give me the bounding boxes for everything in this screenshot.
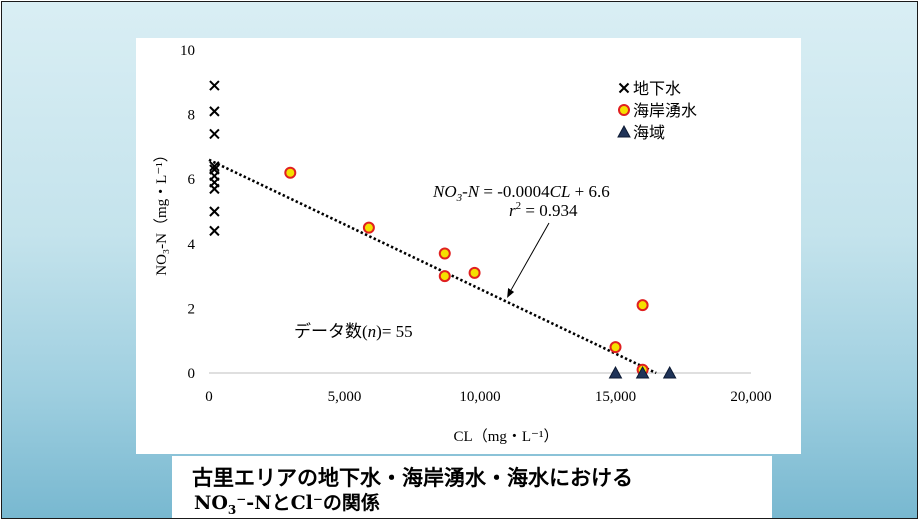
data-point [662, 365, 677, 379]
chart-labels: NO3-N = -0.0004CL + 6.6r2 = 0.934データ数(n)… [294, 182, 610, 341]
note-suffix: )= 55 [376, 322, 413, 341]
caption-box: 古里エリアの地下水・海岸湧水・海水における NO3⁻-NとCl⁻の関係 [172, 456, 772, 518]
eq-lhs-sub: 3 [456, 192, 463, 204]
data-point [468, 266, 481, 279]
legend-marker [618, 104, 630, 116]
chart-panel: 0 5,000 10,000 15,000 20,000 0 2 4 6 8 10 CL（mg・L⁻¹… [136, 38, 801, 454]
caption-line-2: NO3⁻-NとCl⁻の関係 [194, 488, 380, 517]
data-point [636, 299, 649, 312]
x-axis-title: CL（mg・L⁻¹） [454, 428, 559, 445]
legend-marker [618, 82, 630, 94]
legend-label: 海域 [633, 124, 665, 142]
data-point [635, 365, 650, 379]
series-x [209, 80, 220, 237]
data-point [362, 221, 375, 234]
annotation-arrowhead [507, 287, 515, 298]
data-points [209, 80, 677, 379]
note-prefix: データ数( [294, 321, 368, 341]
data-point [209, 225, 220, 237]
r2-value: = 0.934 [521, 201, 578, 220]
data-point [438, 247, 451, 260]
x-tick-label: 5,000 [328, 389, 362, 405]
cross-stroke [209, 161, 220, 172]
x-tick-label: 0 [205, 389, 213, 405]
cross-stroke [209, 183, 220, 195]
r2-var: r [509, 201, 516, 220]
y-tick-label: 10 [180, 43, 195, 59]
r2-sup: 2 [516, 200, 522, 212]
data-point [438, 270, 451, 283]
eq-lhs-tail: -N [462, 182, 481, 201]
sample-count-note: データ数(n)= 55 [294, 321, 413, 341]
data-point [209, 128, 220, 140]
caption-rest: ⁻-NとCl⁻の関係 [236, 492, 380, 514]
cross-stroke [209, 206, 220, 217]
series-triangle [608, 365, 677, 379]
data-point [608, 365, 623, 379]
data-point [209, 206, 220, 217]
r-squared: r2 = 0.934 [509, 200, 578, 220]
caption-subscript: 3 [227, 502, 237, 517]
note-var: n [368, 322, 377, 341]
cross-stroke [209, 225, 220, 237]
eq-rhs: = -0.0004 [479, 182, 550, 201]
eq-const: + 6.6 [570, 182, 609, 201]
y-axis-title: NO₃-N（mg・L⁻¹） [153, 147, 170, 275]
legend-label: 地下水 [633, 80, 681, 98]
data-point [284, 166, 297, 179]
data-point [209, 183, 220, 195]
eq-lhs: NO [432, 182, 457, 201]
legend-marker [617, 124, 631, 138]
cross-stroke [618, 82, 630, 94]
caption-line-1: 古里エリアの地下水・海岸湧水・海水における [192, 465, 633, 490]
data-point [209, 161, 220, 172]
regression-trendline [208, 158, 657, 375]
data-point [209, 106, 220, 117]
legend-label: 海岸湧水 [633, 102, 697, 120]
axes: 0 5,000 10,000 15,000 20,000 0 2 4 6 8 10 CL（mg・L⁻¹… [153, 43, 772, 445]
cross-stroke [209, 106, 220, 117]
cross-stroke [209, 80, 220, 91]
cross-stroke [209, 128, 220, 140]
x-tick-label: 20,000 [730, 389, 771, 405]
y-tick-label: 2 [188, 301, 196, 317]
eq-var: CL [550, 182, 571, 201]
data-point [609, 341, 622, 354]
regression-equation: NO3-N = -0.0004CL + 6.6 [432, 182, 610, 204]
data-point [209, 80, 220, 91]
x-tick-label: 10,000 [459, 389, 500, 405]
series-circle [284, 166, 649, 376]
y-tick-label: 4 [188, 237, 196, 253]
scatter-chart: 0 5,000 10,000 15,000 20,000 0 2 4 6 8 10 CL（mg・L⁻¹… [153, 43, 772, 445]
y-tick-label: 0 [188, 366, 196, 382]
caption-no: NO [194, 492, 228, 514]
y-tick-label: 6 [188, 172, 196, 188]
regression-line [208, 158, 657, 375]
y-tick-label: 8 [188, 108, 196, 124]
annotation-arrow [510, 222, 550, 291]
x-tick-label: 15,000 [595, 389, 636, 405]
